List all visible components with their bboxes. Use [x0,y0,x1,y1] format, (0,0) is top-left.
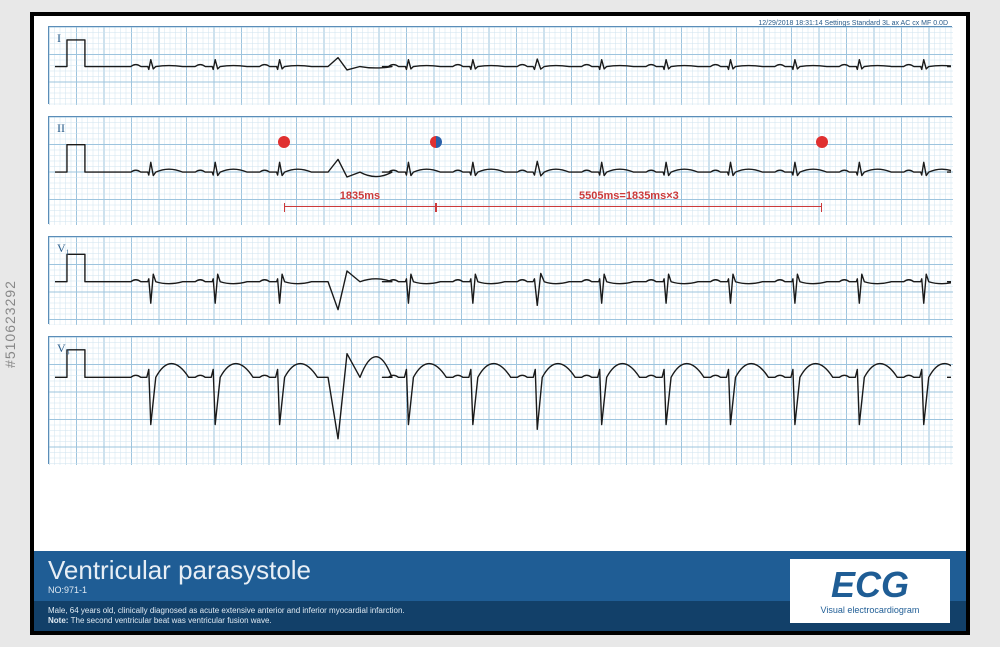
lead-label: II [57,121,65,136]
lead-label: I [57,31,61,46]
case-number: NO:971-1 [48,585,87,595]
inner-panel: 12/29/2018 18:31:14 Settings Standard 3L… [34,16,966,631]
ecg-strip-V₃: V₃ [48,336,952,464]
ecg-strip-I: I [48,26,952,104]
interval-bracket [284,206,436,207]
logo-sub-text: Visual electrocardiogram [821,605,920,615]
ecg-logo: ECG Visual electrocardiogram [790,559,950,623]
lead-label: V₃ [57,341,70,356]
interval-label: 1835ms [340,190,380,202]
interval-label: 5505ms=1835ms×3 [579,190,679,202]
diagnosis-title: Ventricular parasystole [48,555,311,586]
ecg-trace [49,337,951,463]
note-text: The second ventricular beat was ventricu… [71,616,272,625]
ecg-strip-II: II 1835ms 5505ms=1835ms×3 [48,116,952,224]
stock-watermark: #510623292 [2,280,18,368]
ecg-area: 12/29/2018 18:31:14 Settings Standard 3L… [34,16,966,551]
note-label: Note: [48,616,71,625]
ecg-trace [49,117,951,223]
ecg-trace [49,27,951,103]
lead-label: V₁ [57,241,70,256]
logo-main-text: ECG [831,567,909,603]
footer-bar: Ventricular parasystole NO:971-1 Male, 6… [34,551,966,631]
interval-bracket [436,206,822,207]
ecg-strip-V₁: V₁ [48,236,952,324]
outer-frame: 12/29/2018 18:31:14 Settings Standard 3L… [30,12,970,635]
ecg-trace [49,237,951,323]
